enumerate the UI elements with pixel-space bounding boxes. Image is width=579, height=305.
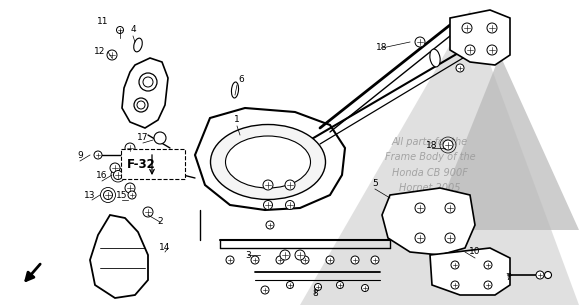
Circle shape [371, 256, 379, 264]
Circle shape [451, 261, 459, 269]
Text: 6: 6 [238, 76, 244, 84]
Circle shape [361, 285, 368, 292]
Circle shape [276, 256, 284, 264]
Circle shape [226, 256, 234, 264]
Circle shape [110, 163, 120, 173]
Circle shape [261, 286, 269, 294]
Ellipse shape [430, 49, 440, 67]
Circle shape [263, 200, 273, 210]
Polygon shape [122, 58, 168, 128]
Circle shape [251, 256, 259, 264]
Text: 16: 16 [96, 170, 108, 180]
Circle shape [137, 101, 145, 109]
Circle shape [134, 98, 148, 112]
Circle shape [94, 151, 102, 159]
Circle shape [465, 45, 475, 55]
Circle shape [336, 282, 343, 289]
Text: 9: 9 [77, 150, 83, 160]
Text: 3: 3 [245, 250, 251, 260]
Text: 17: 17 [137, 134, 149, 142]
Circle shape [462, 23, 472, 33]
Polygon shape [300, 10, 579, 305]
FancyBboxPatch shape [121, 149, 185, 179]
Circle shape [484, 261, 492, 269]
Circle shape [451, 281, 459, 289]
Circle shape [113, 170, 123, 180]
Circle shape [351, 256, 359, 264]
Text: F-32: F-32 [127, 159, 156, 171]
Circle shape [487, 45, 497, 55]
Circle shape [116, 27, 123, 34]
Polygon shape [195, 108, 345, 210]
Circle shape [125, 143, 135, 153]
Circle shape [326, 256, 334, 264]
Text: 18: 18 [426, 141, 438, 149]
Circle shape [154, 132, 166, 144]
Text: 13: 13 [85, 191, 96, 199]
Text: 11: 11 [97, 17, 109, 27]
Ellipse shape [211, 124, 325, 199]
Circle shape [445, 203, 455, 213]
Text: 12: 12 [94, 48, 106, 56]
Text: 4: 4 [130, 26, 136, 34]
Circle shape [443, 140, 453, 150]
Text: 2: 2 [157, 217, 163, 227]
Polygon shape [90, 215, 148, 298]
Circle shape [415, 233, 425, 243]
Circle shape [484, 281, 492, 289]
Text: 10: 10 [469, 247, 481, 257]
Circle shape [295, 250, 305, 260]
Circle shape [445, 233, 455, 243]
Circle shape [139, 73, 157, 91]
Circle shape [287, 282, 294, 289]
Ellipse shape [134, 38, 142, 52]
Circle shape [285, 180, 295, 190]
Text: 7: 7 [505, 272, 511, 282]
Circle shape [263, 180, 273, 190]
Polygon shape [450, 10, 510, 65]
Ellipse shape [232, 82, 239, 98]
Circle shape [285, 200, 295, 210]
Circle shape [125, 183, 135, 193]
Text: 1: 1 [234, 116, 240, 124]
Text: 15: 15 [116, 191, 128, 199]
Circle shape [487, 23, 497, 33]
Circle shape [143, 207, 153, 217]
Text: 5: 5 [372, 178, 378, 188]
Circle shape [143, 77, 153, 87]
Polygon shape [382, 188, 475, 255]
Circle shape [415, 203, 425, 213]
Circle shape [536, 271, 544, 279]
Text: 18: 18 [376, 44, 388, 52]
Circle shape [314, 284, 321, 290]
Circle shape [456, 64, 464, 72]
Ellipse shape [225, 136, 310, 188]
Text: 14: 14 [159, 243, 171, 253]
Text: All parts for the
Frame Body of the
Honda CB 900F
Hornet 2005: All parts for the Frame Body of the Hond… [384, 137, 475, 193]
Polygon shape [430, 55, 579, 230]
Circle shape [266, 221, 274, 229]
Circle shape [415, 37, 425, 47]
Polygon shape [430, 248, 510, 295]
Circle shape [301, 256, 309, 264]
Circle shape [128, 191, 136, 199]
Circle shape [107, 50, 117, 60]
Circle shape [544, 271, 552, 278]
Circle shape [104, 191, 112, 199]
Circle shape [280, 250, 290, 260]
Text: 8: 8 [312, 289, 318, 297]
